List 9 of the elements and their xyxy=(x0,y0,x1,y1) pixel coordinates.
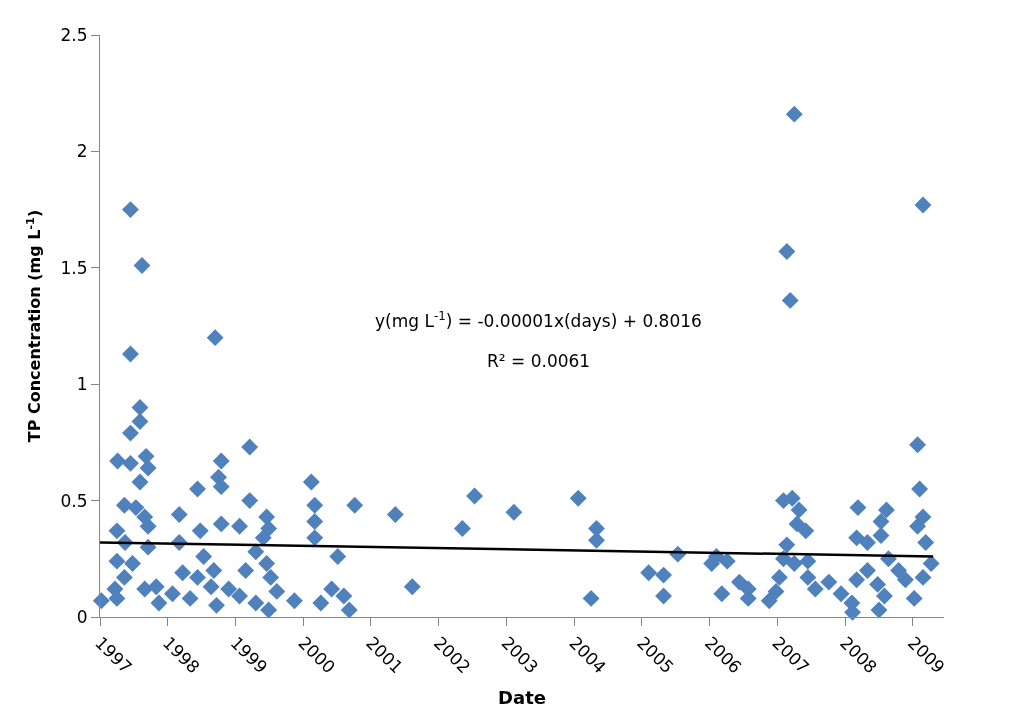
y-tick-label: 0.5 xyxy=(60,490,88,511)
y-tick-label: 2.5 xyxy=(60,24,88,45)
y-tick-label: 0 xyxy=(76,606,88,627)
y-tick-label: 1.5 xyxy=(60,257,88,278)
y-tick-label: 2 xyxy=(76,141,88,162)
annotation: y(mg L$^{-1}$) = -0.00001x(days) + 0.8016 xyxy=(375,309,702,332)
x-axis-title: Date xyxy=(498,687,546,709)
annotation: R² = 0.0061 xyxy=(487,351,591,371)
y-tick-label: 1 xyxy=(76,374,88,395)
